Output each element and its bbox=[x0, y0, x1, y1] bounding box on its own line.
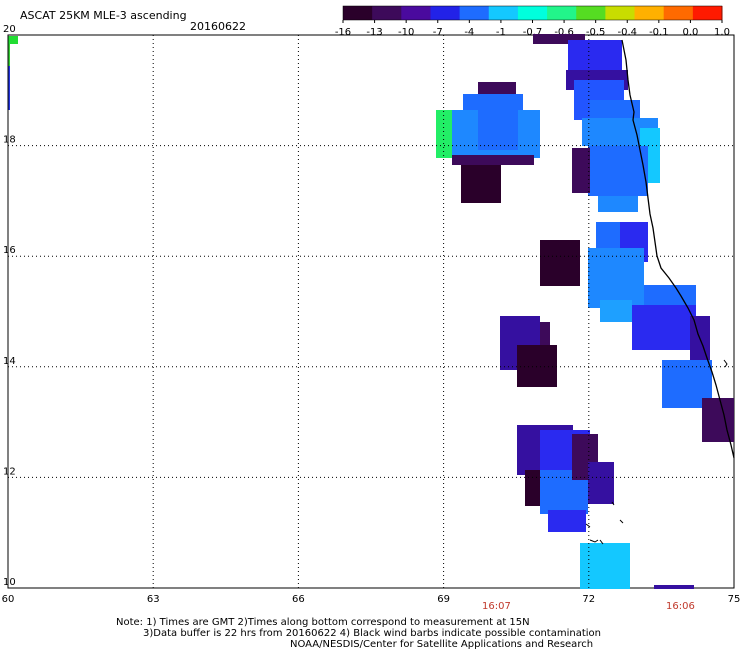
colorbar-label: -13 bbox=[366, 27, 382, 38]
colorbar-segment bbox=[663, 6, 694, 20]
map-date: 20160622 bbox=[190, 20, 246, 33]
colorbar-segment bbox=[488, 6, 519, 20]
note-line-2: 3)Data buffer is 22 hrs from 20160622 4)… bbox=[143, 628, 601, 639]
lat-tick-label: 10 bbox=[3, 577, 16, 588]
lon-tick-label: 72 bbox=[582, 594, 595, 605]
colorbar-segment bbox=[401, 6, 431, 20]
lon-tick-label: 69 bbox=[437, 594, 450, 605]
colorbar-segment bbox=[605, 6, 636, 20]
wind-cells bbox=[436, 34, 734, 589]
colorbar-labels: -16 -13 -10 -7 -4 -1 -0.7 -0.6 -0.5 -0.4 -0.1 0.0 1.… bbox=[335, 20, 730, 38]
colorbar-segment bbox=[459, 6, 490, 20]
lon-tick-label: 60 bbox=[2, 594, 15, 605]
colorbar-segment bbox=[692, 6, 723, 20]
colorbar-label: -0.1 bbox=[649, 27, 669, 38]
colorbar-label: -1 bbox=[496, 27, 506, 38]
lat-tick-label: 20 bbox=[3, 24, 16, 35]
time-label-first: 16:07 bbox=[482, 601, 511, 612]
colorbar-label: -0.4 bbox=[617, 27, 637, 38]
lat-tick-label: 16 bbox=[3, 245, 16, 256]
colorbar-segment bbox=[547, 6, 577, 20]
colorbar-label: -16 bbox=[335, 27, 351, 38]
colorbar-segment bbox=[343, 6, 373, 20]
lat-tick-label: 12 bbox=[3, 466, 16, 477]
lon-tick-label: 63 bbox=[147, 594, 160, 605]
colorbar-segment bbox=[517, 6, 548, 20]
time-label-second: 16:06 bbox=[666, 601, 695, 612]
note-line-1: Note: 1) Times are GMT 2)Times along bot… bbox=[116, 617, 530, 628]
colorbar-segment bbox=[372, 6, 402, 20]
colorbar-label: -0.6 bbox=[554, 27, 574, 38]
colorbar-label: -10 bbox=[398, 27, 414, 38]
colorbar-label: -7 bbox=[433, 27, 443, 38]
colorbar-label: 0.0 bbox=[682, 27, 698, 38]
colorbar-label: -0.7 bbox=[523, 27, 543, 38]
colorbar-label: 1.0 bbox=[714, 27, 730, 38]
plot-frame bbox=[7, 34, 735, 589]
lat-tick-label: 14 bbox=[3, 356, 16, 367]
axis-ticks: 60 63 66 69 72 75 10 12 14 16 18 20 bbox=[2, 24, 740, 605]
colorbar-label: -0.5 bbox=[586, 27, 606, 38]
legend-swatch bbox=[8, 36, 18, 110]
lon-tick-label: 75 bbox=[728, 594, 740, 605]
colorbar-label: -4 bbox=[464, 27, 474, 38]
lat-tick-label: 18 bbox=[3, 135, 16, 146]
coast-islands bbox=[585, 359, 728, 545]
colorbar bbox=[342, 5, 723, 21]
coastline bbox=[621, 39, 735, 459]
map-title: ASCAT 25KM MLE-3 ascending bbox=[20, 9, 187, 22]
colorbar-segment bbox=[430, 6, 461, 20]
colorbar-segment bbox=[634, 6, 665, 20]
lon-tick-label: 66 bbox=[292, 594, 305, 605]
graticule bbox=[8, 35, 734, 588]
note-line-3: NOAA/NESDIS/Center for Satellite Applica… bbox=[290, 639, 594, 650]
colorbar-segment bbox=[576, 6, 606, 20]
